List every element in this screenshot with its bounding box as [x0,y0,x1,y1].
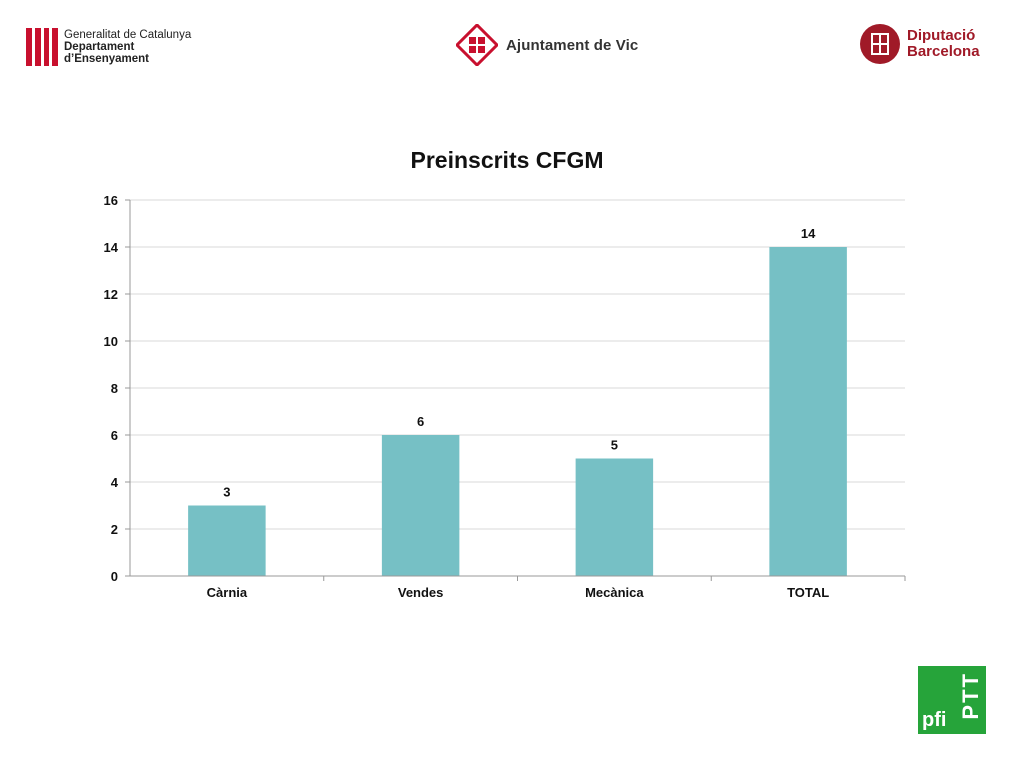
bar-1 [381,435,460,576]
diputacio-line2: Barcelona [907,43,980,60]
chart-title: Preinscrits CFGM [411,147,604,173]
y-tick-label: 8 [111,381,118,396]
generalitat-logo: Generalitat de Catalunya Departament d’E… [26,28,191,66]
ptt-text: PTT [958,672,983,720]
bar-3 [769,247,847,576]
ajuntament-vic-logo: Ajuntament de Vic [456,24,638,66]
data-label: 14 [801,226,816,241]
vic-name: Ajuntament de Vic [506,36,639,54]
generalitat-line2: Departament [64,41,135,53]
x-tick-label: Mecànica [585,585,644,600]
pfi-ptt-logo: PTT pfi [918,666,986,734]
x-tick-label: Càrnia [207,585,248,600]
y-tick-label: 10 [104,334,118,349]
y-tick-label: 14 [104,240,119,255]
bar-2 [575,458,654,576]
chart-bars: 3 6 5 14 [188,226,847,576]
y-tick-label: 16 [104,193,118,208]
diputacio-line1: Diputació [907,27,976,44]
data-label: 5 [611,438,618,453]
y-tick-label: 4 [111,475,119,490]
bar-0 [188,505,266,576]
y-tick-label: 6 [111,428,118,443]
data-label: 3 [223,485,230,500]
chart-axes: 0 2 4 6 8 10 12 14 16 Càrnia Vendes Mecànica TOTAL [104,193,906,600]
pfi-text: pfi [922,709,947,731]
diputacio-logo: Diputació Barcelona [860,24,980,64]
x-tick-label: Vendes [398,585,444,600]
y-tick-label: 12 [104,287,118,302]
generalitat-line1: Generalitat de Catalunya [64,29,192,41]
senyera-icon [26,28,58,66]
x-tick-label: TOTAL [787,585,829,600]
y-tick-label: 0 [111,569,118,584]
vic-shield-icon [456,24,498,66]
diputacio-seal-icon [860,24,900,64]
generalitat-line3: d’Ensenyament [64,53,149,65]
data-label: 6 [417,414,424,429]
y-tick-label: 2 [111,522,118,537]
